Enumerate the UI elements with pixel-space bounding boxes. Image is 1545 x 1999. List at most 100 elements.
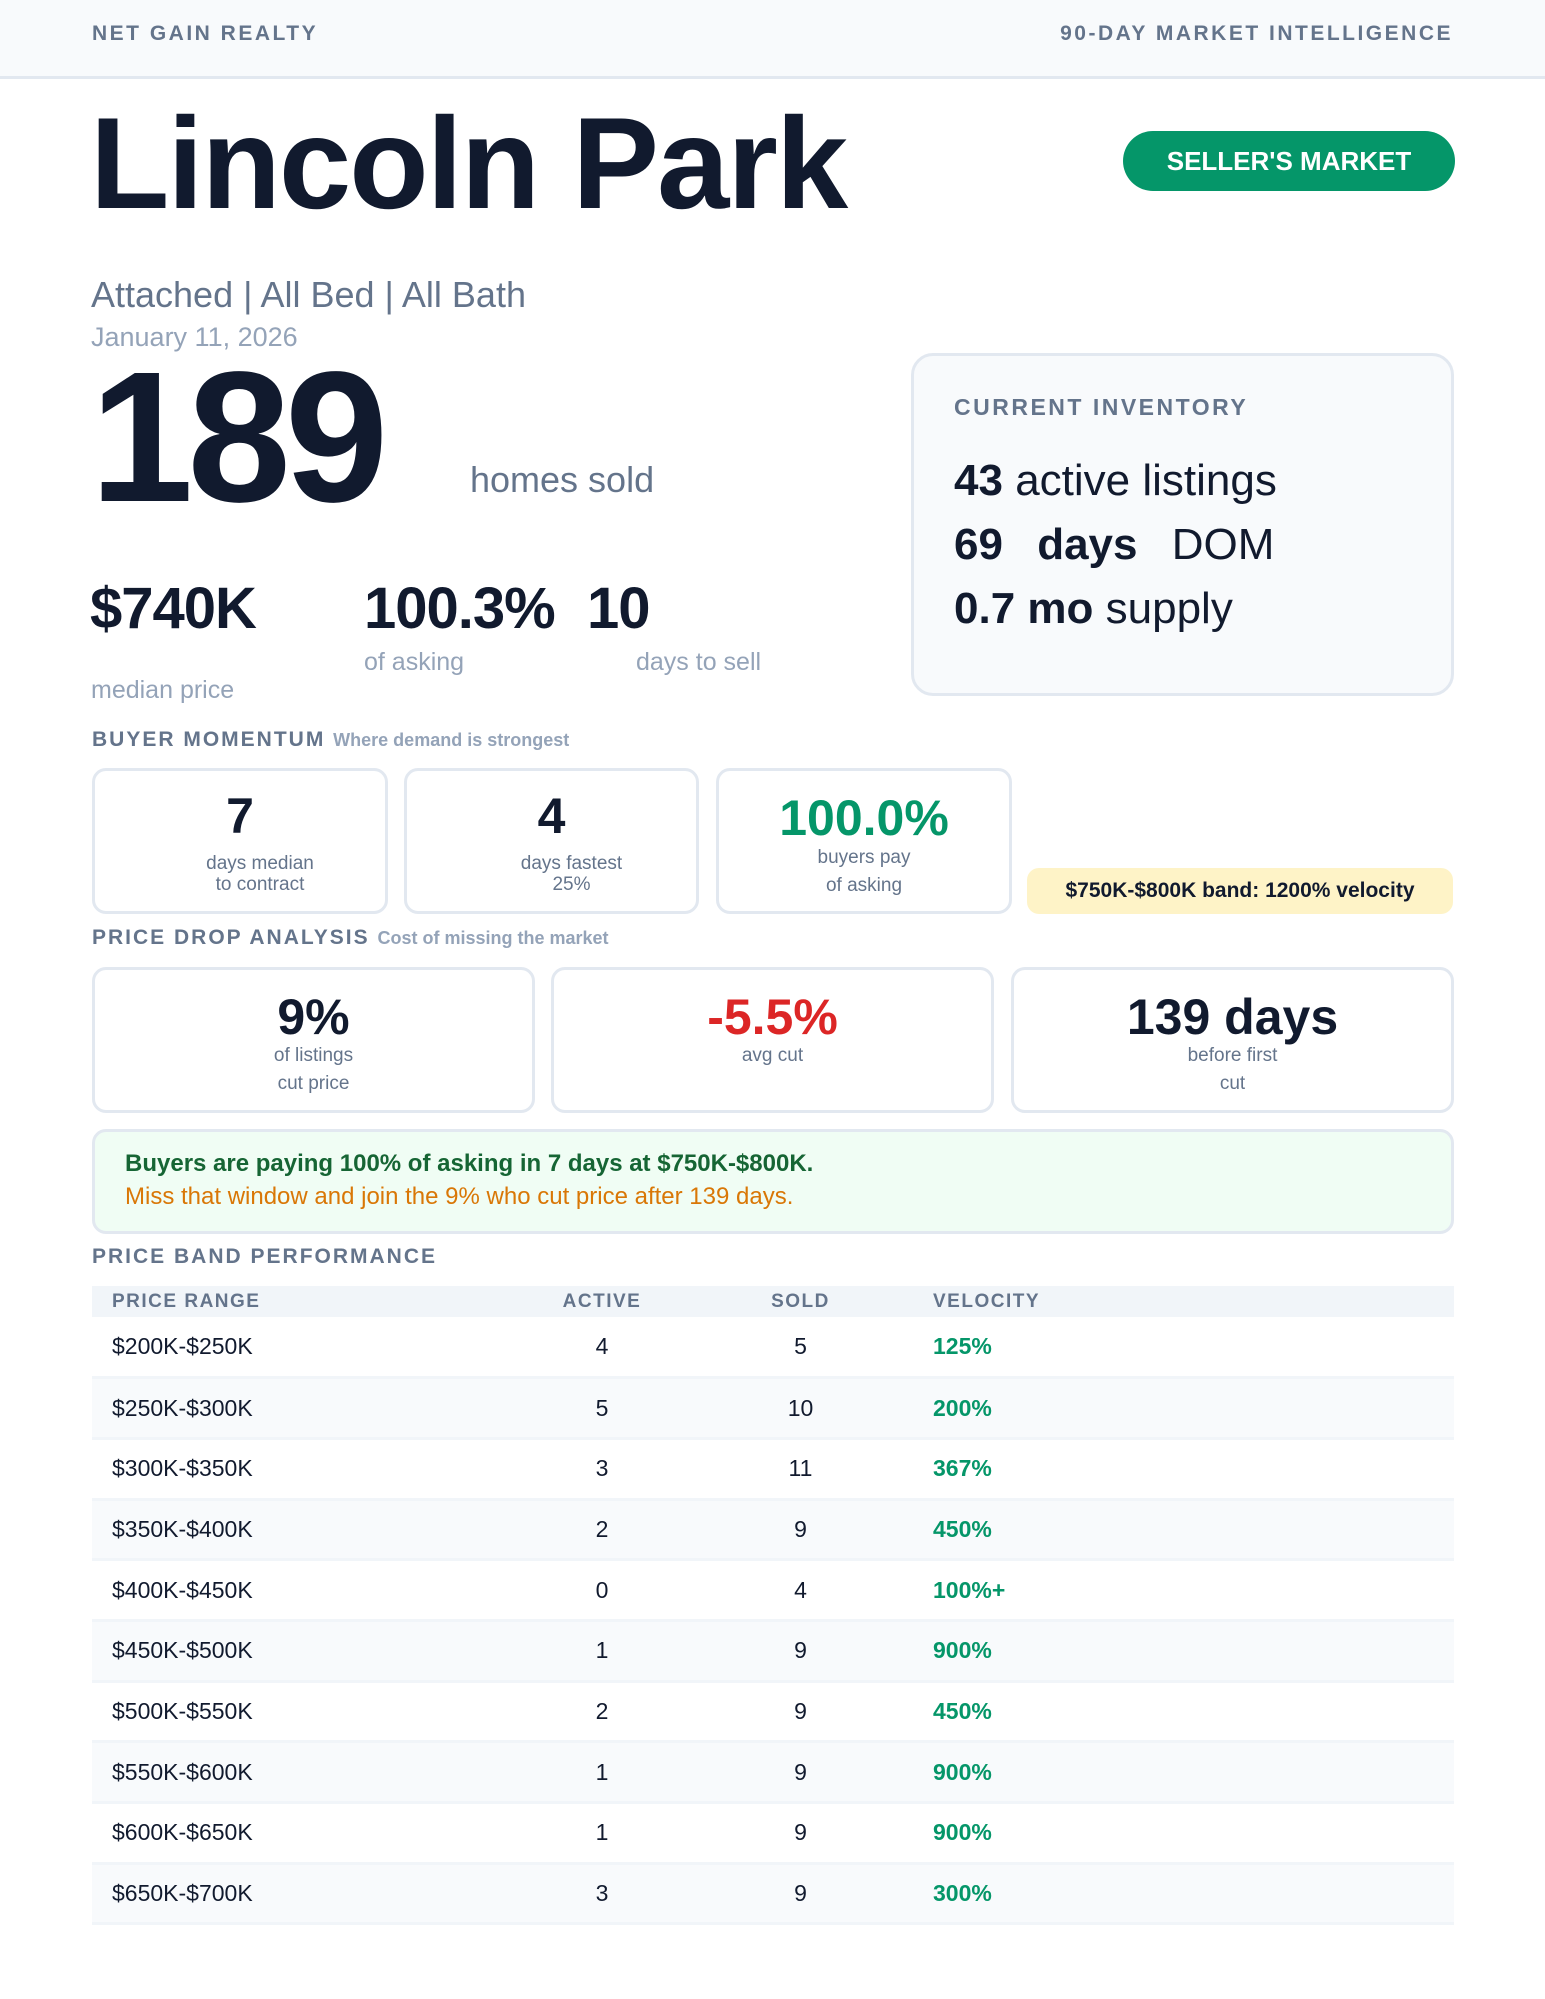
dom-label: DOM — [1171, 520, 1275, 569]
pct-asking-label: of asking — [364, 648, 465, 676]
card-label: 25% — [552, 874, 591, 895]
days-on-market: 69 days DOM — [954, 520, 1274, 570]
card-label: avg cut — [741, 1045, 804, 1066]
report-header: NET GAIN REALTY 90-DAY MARKET INTELLIGEN… — [0, 0, 1545, 79]
card-label: cut price — [277, 1073, 350, 1094]
card-label: buyers pay — [817, 847, 911, 868]
drop-card-pct-listings: 9% of listings cut price — [92, 967, 535, 1113]
card-value: 139 days — [1126, 989, 1339, 1045]
card-label: of asking — [825, 875, 903, 896]
cell-velocity: 200% — [909, 1377, 1454, 1440]
dom-value: 69 — [954, 520, 1003, 569]
table-row: $600K-$650K 1 9 900% — [92, 1802, 1454, 1865]
table-row: $450K-$500K 1 9 900% — [92, 1620, 1454, 1683]
cell-sold: 9 — [692, 1802, 909, 1865]
table-row: $350K-$400K 2 9 450% — [92, 1499, 1454, 1562]
price-drop-heading: PRICE DROP ANALYSIS Cost of missing the … — [92, 926, 609, 950]
section-subtitle: Where demand is strongest — [333, 730, 570, 750]
cell-velocity: 900% — [909, 1802, 1454, 1865]
section-title: PRICE DROP ANALYSIS — [92, 926, 370, 949]
col-active: ACTIVE — [512, 1286, 692, 1317]
cell-active: 2 — [512, 1499, 692, 1562]
cell-sold: 9 — [692, 1741, 909, 1804]
cell-sold: 9 — [692, 1499, 909, 1562]
cell-velocity: 900% — [909, 1741, 1454, 1804]
cell-active: 3 — [512, 1863, 692, 1926]
report-date: January 11, 2026 — [91, 322, 298, 352]
table-row: $650K-$700K 3 9 300% — [92, 1863, 1454, 1926]
col-sold: SOLD — [692, 1286, 909, 1317]
card-label: of listings — [273, 1045, 354, 1066]
cell-sold: 9 — [692, 1863, 909, 1926]
table-row: $250K-$300K 5 10 200% — [92, 1377, 1454, 1440]
drop-card-days-before-cut: 139 days before first cut — [1011, 967, 1454, 1113]
cell-price-range: $350K-$400K — [92, 1499, 512, 1562]
card-label: days fastest — [520, 853, 623, 874]
drop-card-avg-cut: -5.5% avg cut — [551, 967, 994, 1113]
card-value: 100.0% — [779, 790, 949, 846]
momentum-card-pct-asking: 100.0% buyers pay of asking — [716, 768, 1012, 914]
days-to-sell-label: days to sell — [636, 648, 762, 676]
card-value: -5.5% — [707, 989, 838, 1045]
dom-unit: days — [1037, 520, 1138, 569]
velocity-highlight-badge: $750K-$800K band: 1200% velocity — [1027, 868, 1453, 914]
cell-sold: 5 — [692, 1317, 909, 1380]
cell-price-range: $650K-$700K — [92, 1863, 512, 1926]
cell-price-range: $550K-$600K — [92, 1741, 512, 1804]
cell-velocity: 367% — [909, 1438, 1454, 1501]
cell-price-range: $400K-$450K — [92, 1559, 512, 1622]
card-value: 9% — [277, 989, 350, 1045]
cell-active: 1 — [512, 1802, 692, 1865]
buyer-momentum-heading: BUYER MOMENTUM Where demand is strongest — [92, 728, 569, 752]
median-price-value: $740K — [90, 576, 257, 641]
callout-warning: Miss that window and join the 9% who cut… — [125, 1183, 794, 1210]
cell-velocity: 450% — [909, 1499, 1454, 1562]
report-type: 90-DAY MARKET INTELLIGENCE — [1060, 22, 1453, 45]
homes-sold-value: 189 — [90, 334, 388, 541]
table-row: $300K-$350K 3 11 367% — [92, 1438, 1454, 1501]
table-header-row: PRICE RANGE ACTIVE SOLD VELOCITY — [92, 1286, 1454, 1317]
homes-sold-label: homes sold — [470, 459, 655, 500]
current-inventory-panel: CURRENT INVENTORY 43 active listings 69 … — [911, 353, 1454, 696]
active-listings-label: active listings — [1015, 456, 1277, 505]
pct-asking-value: 100.3% — [364, 576, 556, 641]
days-to-sell-value: 10 — [587, 576, 651, 641]
card-label: to contract — [215, 874, 305, 895]
cell-active: 1 — [512, 1741, 692, 1804]
cell-active: 1 — [512, 1620, 692, 1683]
momentum-card-fastest: 4 days fastest 25% — [404, 768, 699, 914]
inventory-title: CURRENT INVENTORY — [954, 394, 1249, 420]
cell-sold: 9 — [692, 1681, 909, 1744]
cell-price-range: $300K-$350K — [92, 1438, 512, 1501]
supply-value: 0.7 mo — [954, 584, 1094, 633]
cell-price-range: $500K-$550K — [92, 1681, 512, 1744]
cell-price-range: $450K-$500K — [92, 1620, 512, 1683]
cell-velocity: 100%+ — [909, 1559, 1454, 1622]
table-row: $200K-$250K 4 5 125% — [92, 1317, 1454, 1380]
card-value: 7 — [226, 788, 254, 844]
card-label: days median — [206, 853, 314, 874]
col-price-range: PRICE RANGE — [92, 1286, 512, 1317]
table-row: $550K-$600K 1 9 900% — [92, 1741, 1454, 1804]
card-label: before first — [1187, 1045, 1278, 1066]
cell-active: 4 — [512, 1317, 692, 1380]
market-status-badge: SELLER'S MARKET — [1123, 131, 1455, 191]
cell-velocity: 450% — [909, 1681, 1454, 1744]
active-listings-value: 43 — [954, 456, 1003, 505]
col-velocity: VELOCITY — [909, 1286, 1454, 1317]
cell-active: 3 — [512, 1438, 692, 1501]
cell-active: 0 — [512, 1559, 692, 1622]
active-listings: 43 active listings — [954, 456, 1277, 506]
cell-sold: 11 — [692, 1438, 909, 1501]
price-band-table: PRICE RANGE ACTIVE SOLD VELOCITY $200K-$… — [92, 1286, 1454, 1926]
cell-price-range: $250K-$300K — [92, 1377, 512, 1440]
cell-active: 2 — [512, 1681, 692, 1744]
callout-headline: Buyers are paying 100% of asking in 7 da… — [125, 1150, 814, 1177]
card-value: 4 — [537, 788, 566, 844]
filters: Attached | All Bed | All Bath — [91, 274, 526, 315]
page-title: Lincoln Park — [90, 90, 848, 236]
cell-velocity: 125% — [909, 1317, 1454, 1380]
cell-sold: 4 — [692, 1559, 909, 1622]
cell-velocity: 900% — [909, 1620, 1454, 1683]
brand-name: NET GAIN REALTY — [92, 22, 319, 45]
